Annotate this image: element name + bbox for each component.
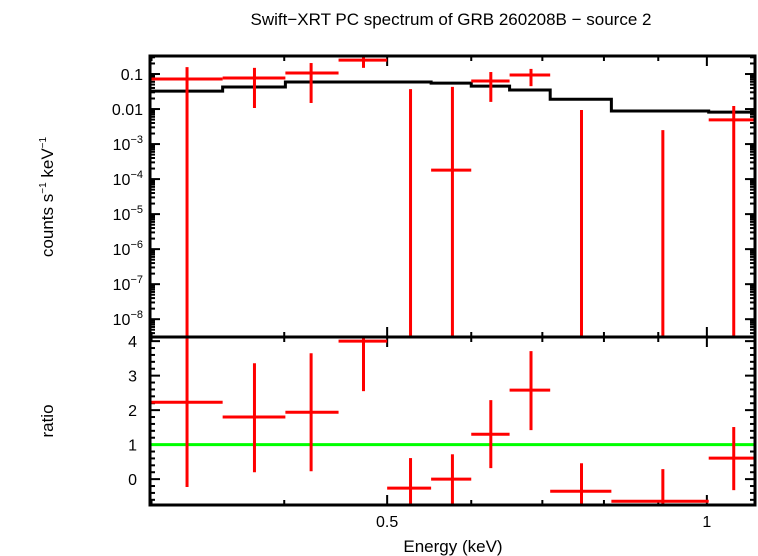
x-axis-label: Energy (keV) [403, 537, 502, 556]
y-label-exp2: −1 [38, 136, 49, 148]
y-tick-label: 10−6 [113, 239, 143, 259]
y-axis-label-ratio: ratio [38, 404, 57, 437]
ratio-y-tick-label: 1 [128, 438, 137, 455]
y-tick-label-base: 10 [113, 277, 131, 294]
spectrum-data-point [338, 56, 388, 68]
y-tick-label: 10−4 [113, 169, 143, 189]
ratio-data-point [431, 454, 472, 505]
ratio-data-point [285, 353, 339, 472]
y-axis-label-top: counts s−1 keV−1 [38, 136, 57, 257]
y-tick-label-base: 10 [113, 137, 131, 154]
spectrum-data-point [285, 63, 339, 103]
y-tick-label: 10−8 [113, 309, 143, 329]
y-tick-label-base: 10 [113, 172, 131, 189]
spectrum-data-point [150, 67, 223, 337]
ratio-data-point [471, 400, 510, 469]
model-step-line [150, 80, 755, 114]
y-tick-label: 0.01 [112, 102, 143, 119]
y-tick-label: 10−5 [113, 204, 143, 224]
y-tick-label-exp: −4 [130, 169, 143, 181]
y-tick-label-base: 10 [113, 312, 131, 329]
y-tick-label-exp: −6 [130, 239, 143, 251]
ratio-data-point [550, 463, 612, 505]
ratio-y-tick-label: 2 [128, 403, 137, 420]
ratio-data-point [611, 469, 709, 505]
ratio-data-point [222, 363, 286, 473]
ratio-y-tick-label: 3 [128, 369, 137, 386]
y-tick-label-exp: −3 [130, 134, 143, 146]
y-tick-label-exp: −8 [130, 309, 143, 321]
spectrum-data-point [222, 67, 286, 109]
y-tick-label-base: 0.1 [121, 67, 143, 84]
spectrum-data-point [471, 72, 510, 102]
ratio-y-tick-label: 0 [128, 472, 137, 489]
y-label-mid: keV [38, 148, 57, 183]
y-tick-label-base: 0.01 [112, 102, 143, 119]
ratio-frame [148, 335, 757, 507]
y-label-exp1: −1 [38, 182, 49, 194]
ratio-data-point [150, 337, 223, 488]
y-tick-label-exp: −5 [130, 204, 143, 216]
y-tick-label: 10−3 [113, 134, 143, 154]
ratio-data-point [509, 351, 551, 431]
ratio-data-point [338, 337, 388, 392]
ratio-panel: 0 1 2 3 4 0.5 1 [128, 334, 757, 531]
spectrum-data-point [708, 106, 755, 337]
y-tick-label: 0.1 [121, 67, 143, 84]
y-tick-label-base: 10 [113, 242, 131, 259]
spectrum-data-point [509, 68, 551, 87]
chart-title: Swift−XRT PC spectrum of GRB 260208B − s… [251, 10, 652, 29]
x-tick-label: 1 [702, 514, 711, 531]
y-tick-label-base: 10 [113, 207, 131, 224]
ratio-data-point [708, 427, 755, 491]
y-tick-label-exp: −7 [130, 274, 143, 286]
y-label-text: counts s [38, 194, 57, 257]
ratio-data-point [387, 458, 432, 505]
x-tick-label: 0.5 [376, 514, 398, 531]
spectrum-data-point [431, 86, 472, 337]
ratio-y-tick-label: 4 [128, 334, 137, 351]
y-tick-label: 10−7 [113, 274, 143, 294]
